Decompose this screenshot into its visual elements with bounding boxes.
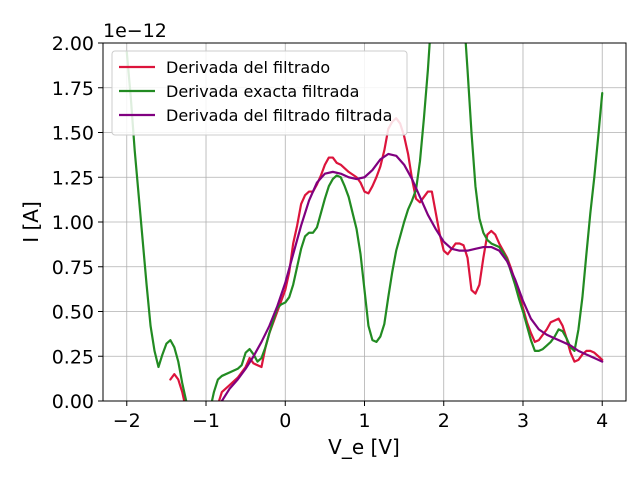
y-tick-label: 1.50 bbox=[52, 123, 94, 145]
y-tick-label: 0.25 bbox=[52, 346, 94, 368]
y-axis-offset-text: 1e−12 bbox=[103, 20, 167, 42]
y-tick-label: 2.00 bbox=[52, 33, 94, 55]
x-axis-ticks: −2 −1 0 1 2 3 4 bbox=[113, 401, 608, 432]
y-tick-label: 0.50 bbox=[52, 302, 94, 324]
legend: Derivada del filtrado Derivada exacta fil… bbox=[111, 50, 408, 136]
x-tick-label: −1 bbox=[192, 410, 220, 432]
x-axis-label: V_e [V] bbox=[328, 435, 400, 459]
y-tick-label: 1.25 bbox=[52, 167, 94, 189]
x-tick-label: 4 bbox=[596, 410, 608, 432]
legend-box bbox=[111, 50, 408, 136]
series-lines bbox=[125, 43, 604, 401]
legend-label-0: Derivada del filtrado bbox=[166, 58, 330, 77]
series-line-2 bbox=[220, 152, 604, 401]
x-tick-label: −2 bbox=[113, 410, 141, 432]
series-line-0 bbox=[169, 117, 604, 401]
y-axis-ticks: 0.00 0.25 0.50 0.75 1.00 1.25 1.50 1.75 2.00 bbox=[52, 33, 103, 413]
x-tick-label: 1 bbox=[358, 410, 370, 432]
y-tick-label: 1.00 bbox=[52, 212, 94, 234]
y-tick-label: 0.75 bbox=[52, 257, 94, 279]
y-axis-label: I [A] bbox=[19, 201, 43, 243]
legend-label-2: Derivada del filtrado filtrada bbox=[166, 106, 392, 125]
series-line-1 bbox=[125, 43, 604, 401]
y-tick-label: 0.00 bbox=[52, 391, 94, 413]
x-tick-label: 0 bbox=[279, 410, 291, 432]
legend-label-1: Derivada exacta filtrada bbox=[166, 82, 359, 101]
x-tick-label: 2 bbox=[438, 410, 450, 432]
y-tick-label: 1.75 bbox=[52, 78, 94, 100]
x-tick-label: 3 bbox=[517, 410, 529, 432]
